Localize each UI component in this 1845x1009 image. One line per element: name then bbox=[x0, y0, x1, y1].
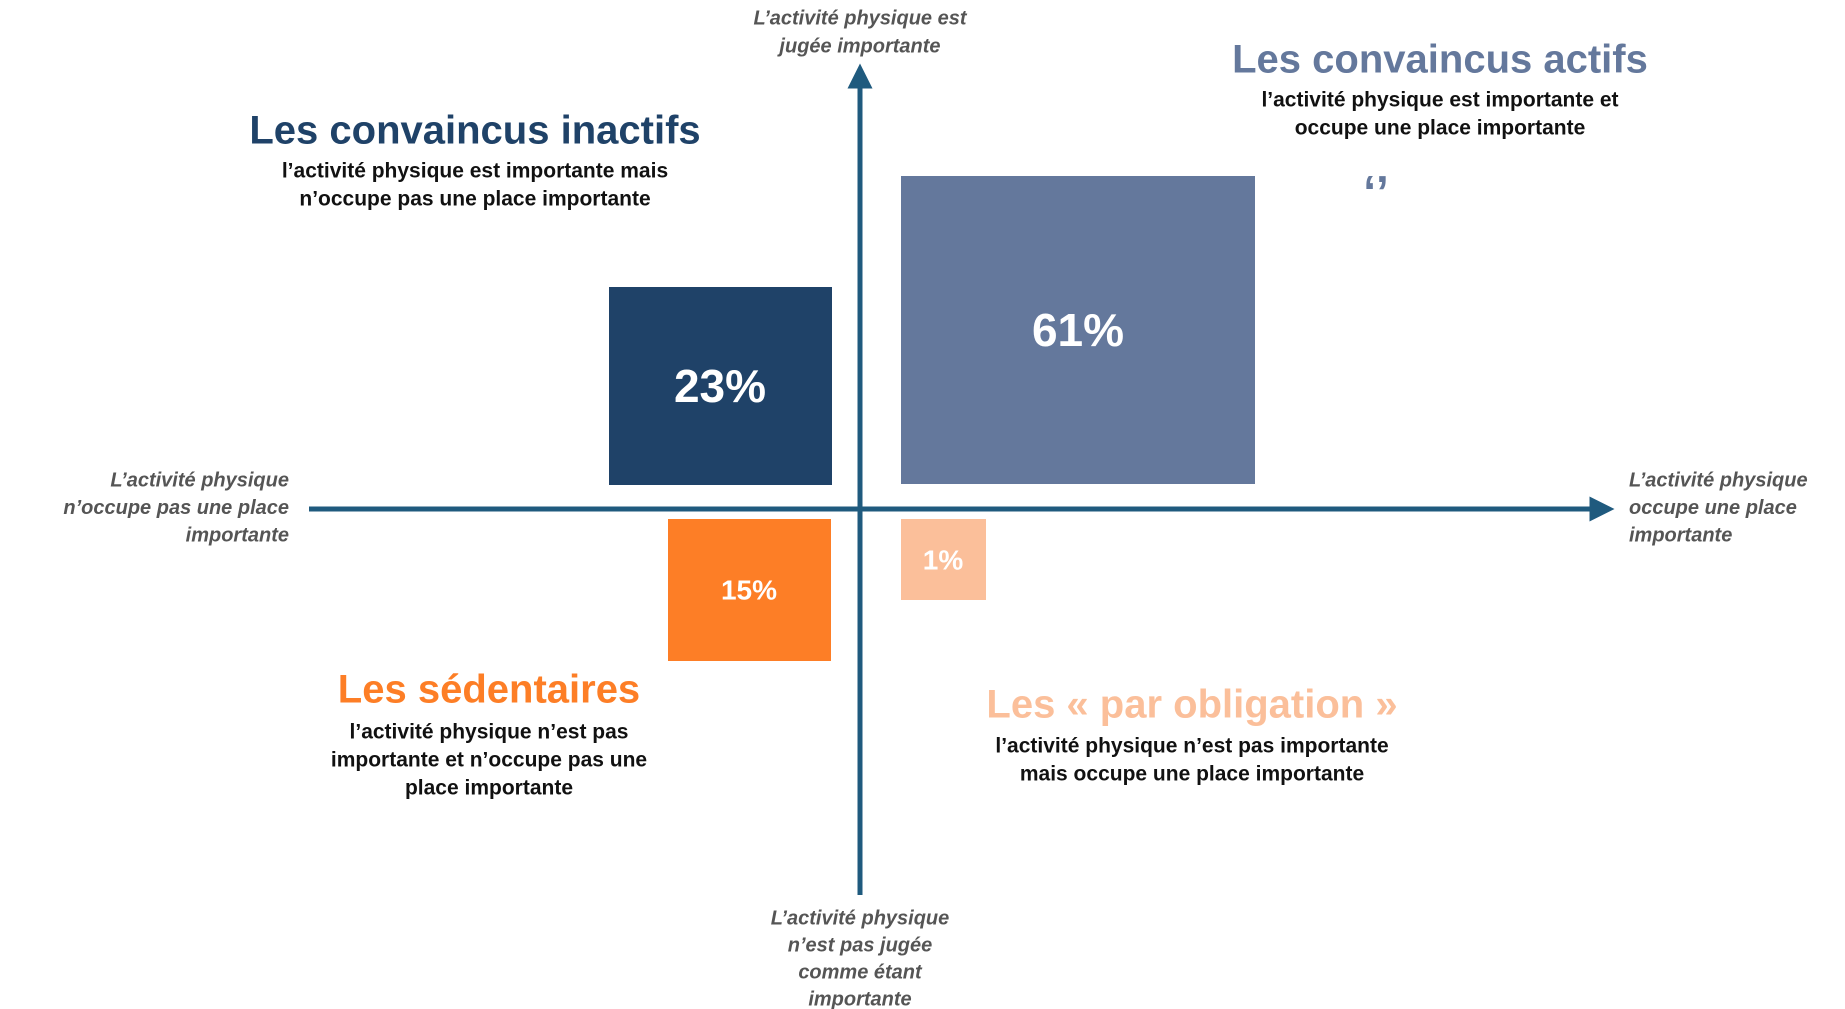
quadrant-box bbox=[901, 176, 1255, 484]
quadrant-box bbox=[668, 519, 831, 661]
axis-label: n’est pas jugée bbox=[788, 934, 933, 956]
quadrant-description: n’occupe pas une place importante bbox=[299, 188, 650, 211]
quadrant-title: Les « par obligation » bbox=[986, 683, 1397, 727]
quadrant-description: l’activité physique n’est pas importante bbox=[995, 735, 1388, 758]
axis-label: importante bbox=[1629, 524, 1732, 546]
quadrant-description: mais occupe une place importante bbox=[1020, 763, 1364, 786]
quadrant-value: 1% bbox=[923, 544, 964, 575]
quadrant-title: Les convaincus actifs bbox=[1232, 38, 1648, 82]
axis-label: importante bbox=[186, 524, 289, 546]
axis-label: L’activité physique bbox=[110, 469, 289, 491]
quadrant-description: place importante bbox=[405, 777, 573, 800]
quadrant-description: l’activité physique est importante mais bbox=[282, 160, 668, 183]
quadrant-title: Les convaincus inactifs bbox=[249, 109, 700, 153]
quadrant-description: l’activité physique n’est pas bbox=[350, 721, 629, 744]
text-lines: L’activité physique est jugée importante L… bbox=[63, 7, 1807, 1009]
axis-label: occupe une place bbox=[1629, 497, 1797, 519]
axis-label: importante bbox=[808, 988, 911, 1009]
quadrant-box bbox=[901, 519, 986, 600]
quadrant-title: Les sédentaires bbox=[338, 668, 640, 712]
quote-mark: ‘’ bbox=[1363, 166, 1389, 218]
quadrant-description: l’activité physique est importante et bbox=[1261, 89, 1618, 112]
quadrant-box bbox=[609, 287, 832, 485]
quadrant-value: 23% bbox=[674, 360, 766, 412]
axis-label: L’activité physique bbox=[771, 907, 950, 929]
axis-label: comme étant bbox=[798, 961, 923, 983]
axis-label: L’activité physique bbox=[1629, 469, 1808, 491]
quadrant-description: occupe une place importante bbox=[1295, 117, 1586, 140]
quadrant-value: 15% bbox=[721, 574, 777, 605]
axis-label: n’occupe pas une place bbox=[63, 497, 289, 519]
quadrant-value: 61% bbox=[1032, 304, 1124, 356]
quadrant-description: importante et n’occupe pas une bbox=[331, 749, 647, 772]
axis-label: L’activité physique est bbox=[753, 7, 967, 29]
axis-label: jugée importante bbox=[776, 35, 940, 57]
